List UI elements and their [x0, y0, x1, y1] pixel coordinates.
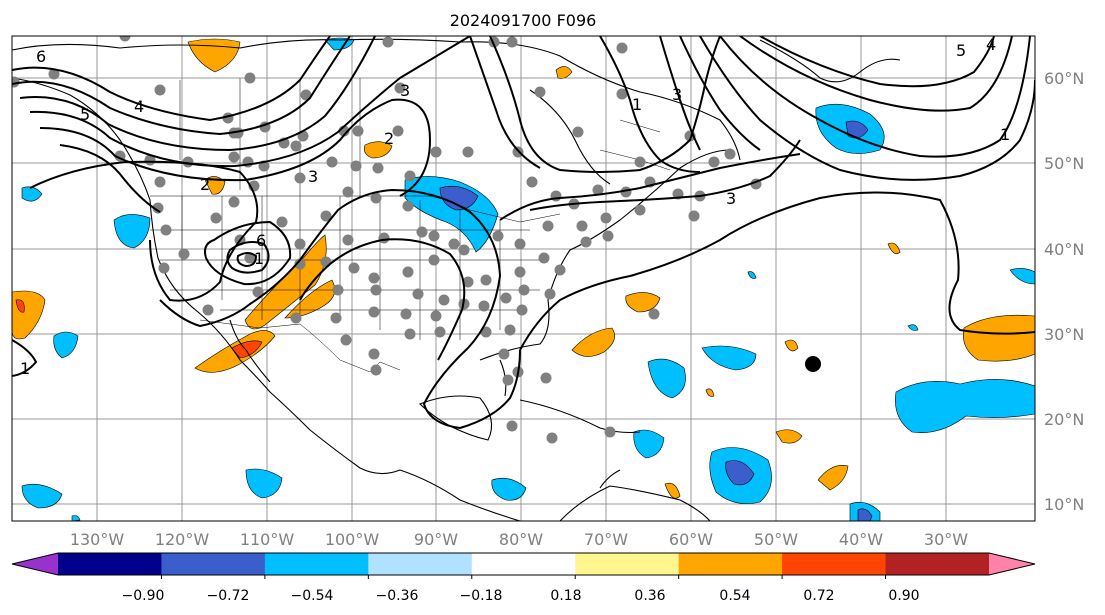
- contour-label: 5: [80, 105, 90, 124]
- contour-label: 6: [36, 47, 46, 66]
- lat-label: 30°N: [1044, 325, 1084, 344]
- colorbar-tick-label: −0.90: [122, 588, 165, 604]
- coastlines: [12, 38, 901, 521]
- map-panel: 6 5 4 3 2 1 3 2 1 6 5 4 3 1 3 1: [11, 35, 1036, 522]
- contour-label: 2: [200, 175, 210, 194]
- map-title: 2024091700 F096: [450, 11, 597, 30]
- contour-label: 1: [1000, 125, 1010, 144]
- contour-label: 2: [384, 129, 394, 148]
- contour-label: 3: [400, 81, 410, 100]
- lat-label: 20°N: [1044, 410, 1084, 429]
- lon-label: 120°W: [155, 530, 210, 549]
- lon-label: 70°W: [584, 530, 628, 549]
- colorbar-segment: [782, 553, 887, 575]
- colorbar-tick-label: −0.18: [460, 588, 503, 604]
- colorbar-tick-label: −0.72: [207, 588, 250, 604]
- lat-label: 60°N: [1044, 69, 1084, 88]
- contour-label: 3: [308, 167, 318, 186]
- contour-label: 5: [956, 41, 966, 60]
- colorbar-tick-label: 0.54: [719, 588, 750, 604]
- latitude-labels: 60°N 50°N 40°N 30°N 20°N 10°N: [1044, 69, 1084, 514]
- colorbar-segment: [264, 553, 369, 575]
- lon-label: 100°W: [325, 530, 380, 549]
- lat-label: 40°N: [1044, 240, 1084, 259]
- colorbar-segment: [471, 553, 576, 575]
- longitude-labels: 130°W 120°W 110°W 100°W 90°W 80°W 70°W 6…: [70, 530, 968, 549]
- colorbar-segment: [368, 553, 473, 575]
- colorbar-tick-label: −0.36: [376, 588, 419, 604]
- lat-label: 10°N: [1044, 495, 1084, 514]
- contour-label: 1: [632, 95, 642, 114]
- colorbar-tick-label: −0.54: [291, 588, 334, 604]
- lat-label: 50°N: [1044, 154, 1084, 173]
- storm-center-marker: [805, 356, 821, 372]
- shaded-positive-regions: [12, 38, 1035, 499]
- lon-label: 50°W: [754, 530, 798, 549]
- colorbar-tick-label: 0.90: [888, 588, 919, 604]
- colorbar-segment: [161, 553, 266, 575]
- lon-label: 30°W: [924, 530, 968, 549]
- lon-label: 90°W: [414, 530, 458, 549]
- lon-label: 80°W: [499, 530, 543, 549]
- colorbar-tick-label: 0.72: [803, 588, 834, 604]
- colorbar-segment: [678, 553, 783, 575]
- lon-label: 60°W: [669, 530, 713, 549]
- colorbar: [11, 552, 1036, 579]
- contour-label: 1: [20, 359, 30, 378]
- contour-label: 3: [726, 189, 736, 208]
- lon-label: 130°W: [70, 530, 125, 549]
- contour-label: 4: [134, 97, 144, 116]
- colorbar-segment: [58, 553, 162, 575]
- colorbar-outline: [11, 552, 1036, 576]
- contour-label: 1: [254, 249, 264, 268]
- colorbar-extend-high: [989, 553, 1035, 575]
- gridlines: [12, 36, 1035, 521]
- contour-label: 6: [256, 231, 266, 250]
- contour-lines: [12, 36, 1035, 430]
- colorbar-segment: [575, 553, 680, 575]
- colorbar-tick-labels: −0.90 −0.72 −0.54 −0.36 −0.18 0.18 0.36 …: [122, 588, 920, 604]
- contour-label: 3: [672, 85, 682, 104]
- contour-label: 4: [986, 35, 996, 54]
- lon-label: 40°W: [839, 530, 883, 549]
- lon-label: 110°W: [240, 530, 295, 549]
- colorbar-segment: [885, 553, 990, 575]
- colorbar-extend-low: [12, 553, 58, 575]
- contour-labels: 6 5 4 3 2 1 3 2 1 6 5 4 3 1 3 1: [20, 35, 1010, 378]
- colorbar-tick-label: 0.36: [634, 588, 665, 604]
- colorbar-tick-label: 0.18: [550, 588, 581, 604]
